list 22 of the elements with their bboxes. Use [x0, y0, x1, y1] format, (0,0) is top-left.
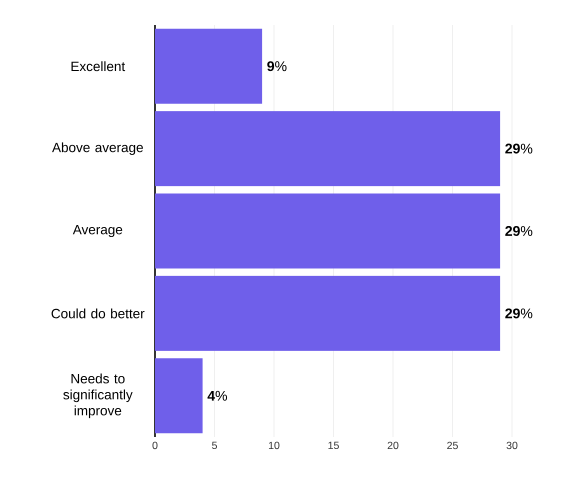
data-label: 9%: [267, 61, 287, 72]
x-tick-label: 5: [212, 442, 217, 450]
y-tick-label: Average: [72, 224, 122, 238]
bar: [154, 28, 262, 104]
y-tick-label: Needs to significantly improve: [63, 374, 133, 418]
data-label: 29%: [505, 144, 532, 154]
bar: [154, 111, 500, 186]
data-label: 4%: [208, 390, 228, 401]
y-tick-label: Above average: [52, 142, 143, 155]
x-tick-label: 0: [152, 442, 158, 450]
bar: [154, 194, 500, 269]
y-tick-label: Could do better: [52, 308, 144, 318]
x-tick-label: 15: [328, 442, 339, 450]
data-label: 29%: [505, 226, 532, 236]
x-tick-label: 25: [447, 442, 458, 450]
data-label: 29%: [505, 308, 532, 318]
bar: [154, 358, 203, 434]
bar: [154, 276, 500, 351]
x-tick-label: 30: [506, 442, 518, 450]
x-tick-label: 10: [268, 442, 280, 450]
x-tick-label: 20: [388, 442, 398, 450]
y-tick-label: Excellent: [72, 61, 126, 72]
